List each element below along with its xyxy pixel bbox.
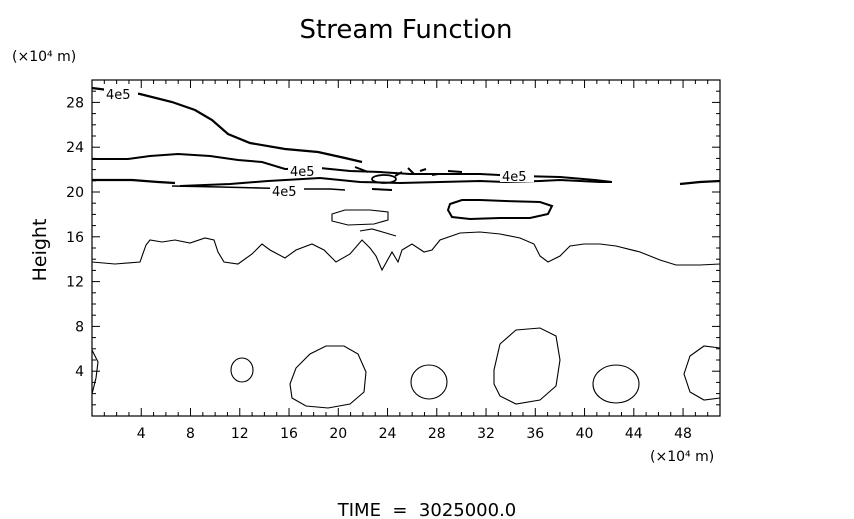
contour-label-3: 4e5 (502, 170, 527, 185)
contour-label-1: 4e5 (106, 88, 131, 103)
x-unit-label: (×10⁴ m) (650, 449, 714, 465)
x-tick-label: 16 (280, 426, 298, 442)
contour-21-mid (179, 176, 612, 187)
x-tick-label: 20 (329, 426, 347, 442)
y-tick-label: 28 (66, 95, 84, 111)
contour-205 (171, 185, 346, 191)
cell-1 (91, 349, 99, 395)
x-tick-label: 32 (477, 426, 495, 442)
x-tick-label: 48 (674, 426, 692, 442)
x-tick-label: 28 (428, 426, 446, 442)
x-tick-label: 24 (379, 426, 397, 442)
contour-small-loop (371, 174, 397, 184)
cell-5 (493, 327, 561, 405)
x-tick-label: 44 (625, 426, 643, 442)
contour-wavy (91, 231, 721, 272)
y-tick-label: 24 (66, 140, 84, 156)
x-tick-label: 40 (576, 426, 594, 442)
x-tick-label: 36 (526, 426, 544, 442)
contour-21-right (679, 179, 721, 186)
x-tick-label: 12 (231, 426, 249, 442)
y-unit-label: (×10⁴ m) (12, 49, 76, 65)
chart-title: Stream Function (300, 15, 513, 45)
y-tick-label: 4 (75, 364, 84, 380)
cell-6 (592, 364, 640, 404)
cell-7 (683, 345, 721, 401)
contour-dashes (354, 166, 463, 191)
cell-4 (410, 364, 448, 400)
contour-small-thin (359, 228, 397, 237)
contour-top-thick (91, 86, 363, 164)
x-tick-label: 8 (186, 426, 195, 442)
y-tick-label: 12 (66, 275, 84, 291)
contour-lines (91, 86, 721, 409)
cell-2 (230, 357, 254, 383)
contour-closed-thin (331, 209, 389, 226)
contour-label-4: 4e5 (272, 185, 297, 200)
cell-3 (289, 345, 367, 409)
y-tick-label: 8 (75, 319, 84, 335)
contour-label-2: 4e5 (290, 165, 315, 180)
footer-time: TIME = 3025000.0 (337, 500, 517, 519)
contour-21-thick (92, 178, 176, 185)
contour-closed-thick (446, 199, 554, 221)
x-tick-label: 4 (137, 426, 146, 442)
y-axis-label: Height (29, 219, 51, 282)
y-tick-label: 20 (66, 185, 84, 201)
y-tick-label: 16 (66, 230, 84, 246)
